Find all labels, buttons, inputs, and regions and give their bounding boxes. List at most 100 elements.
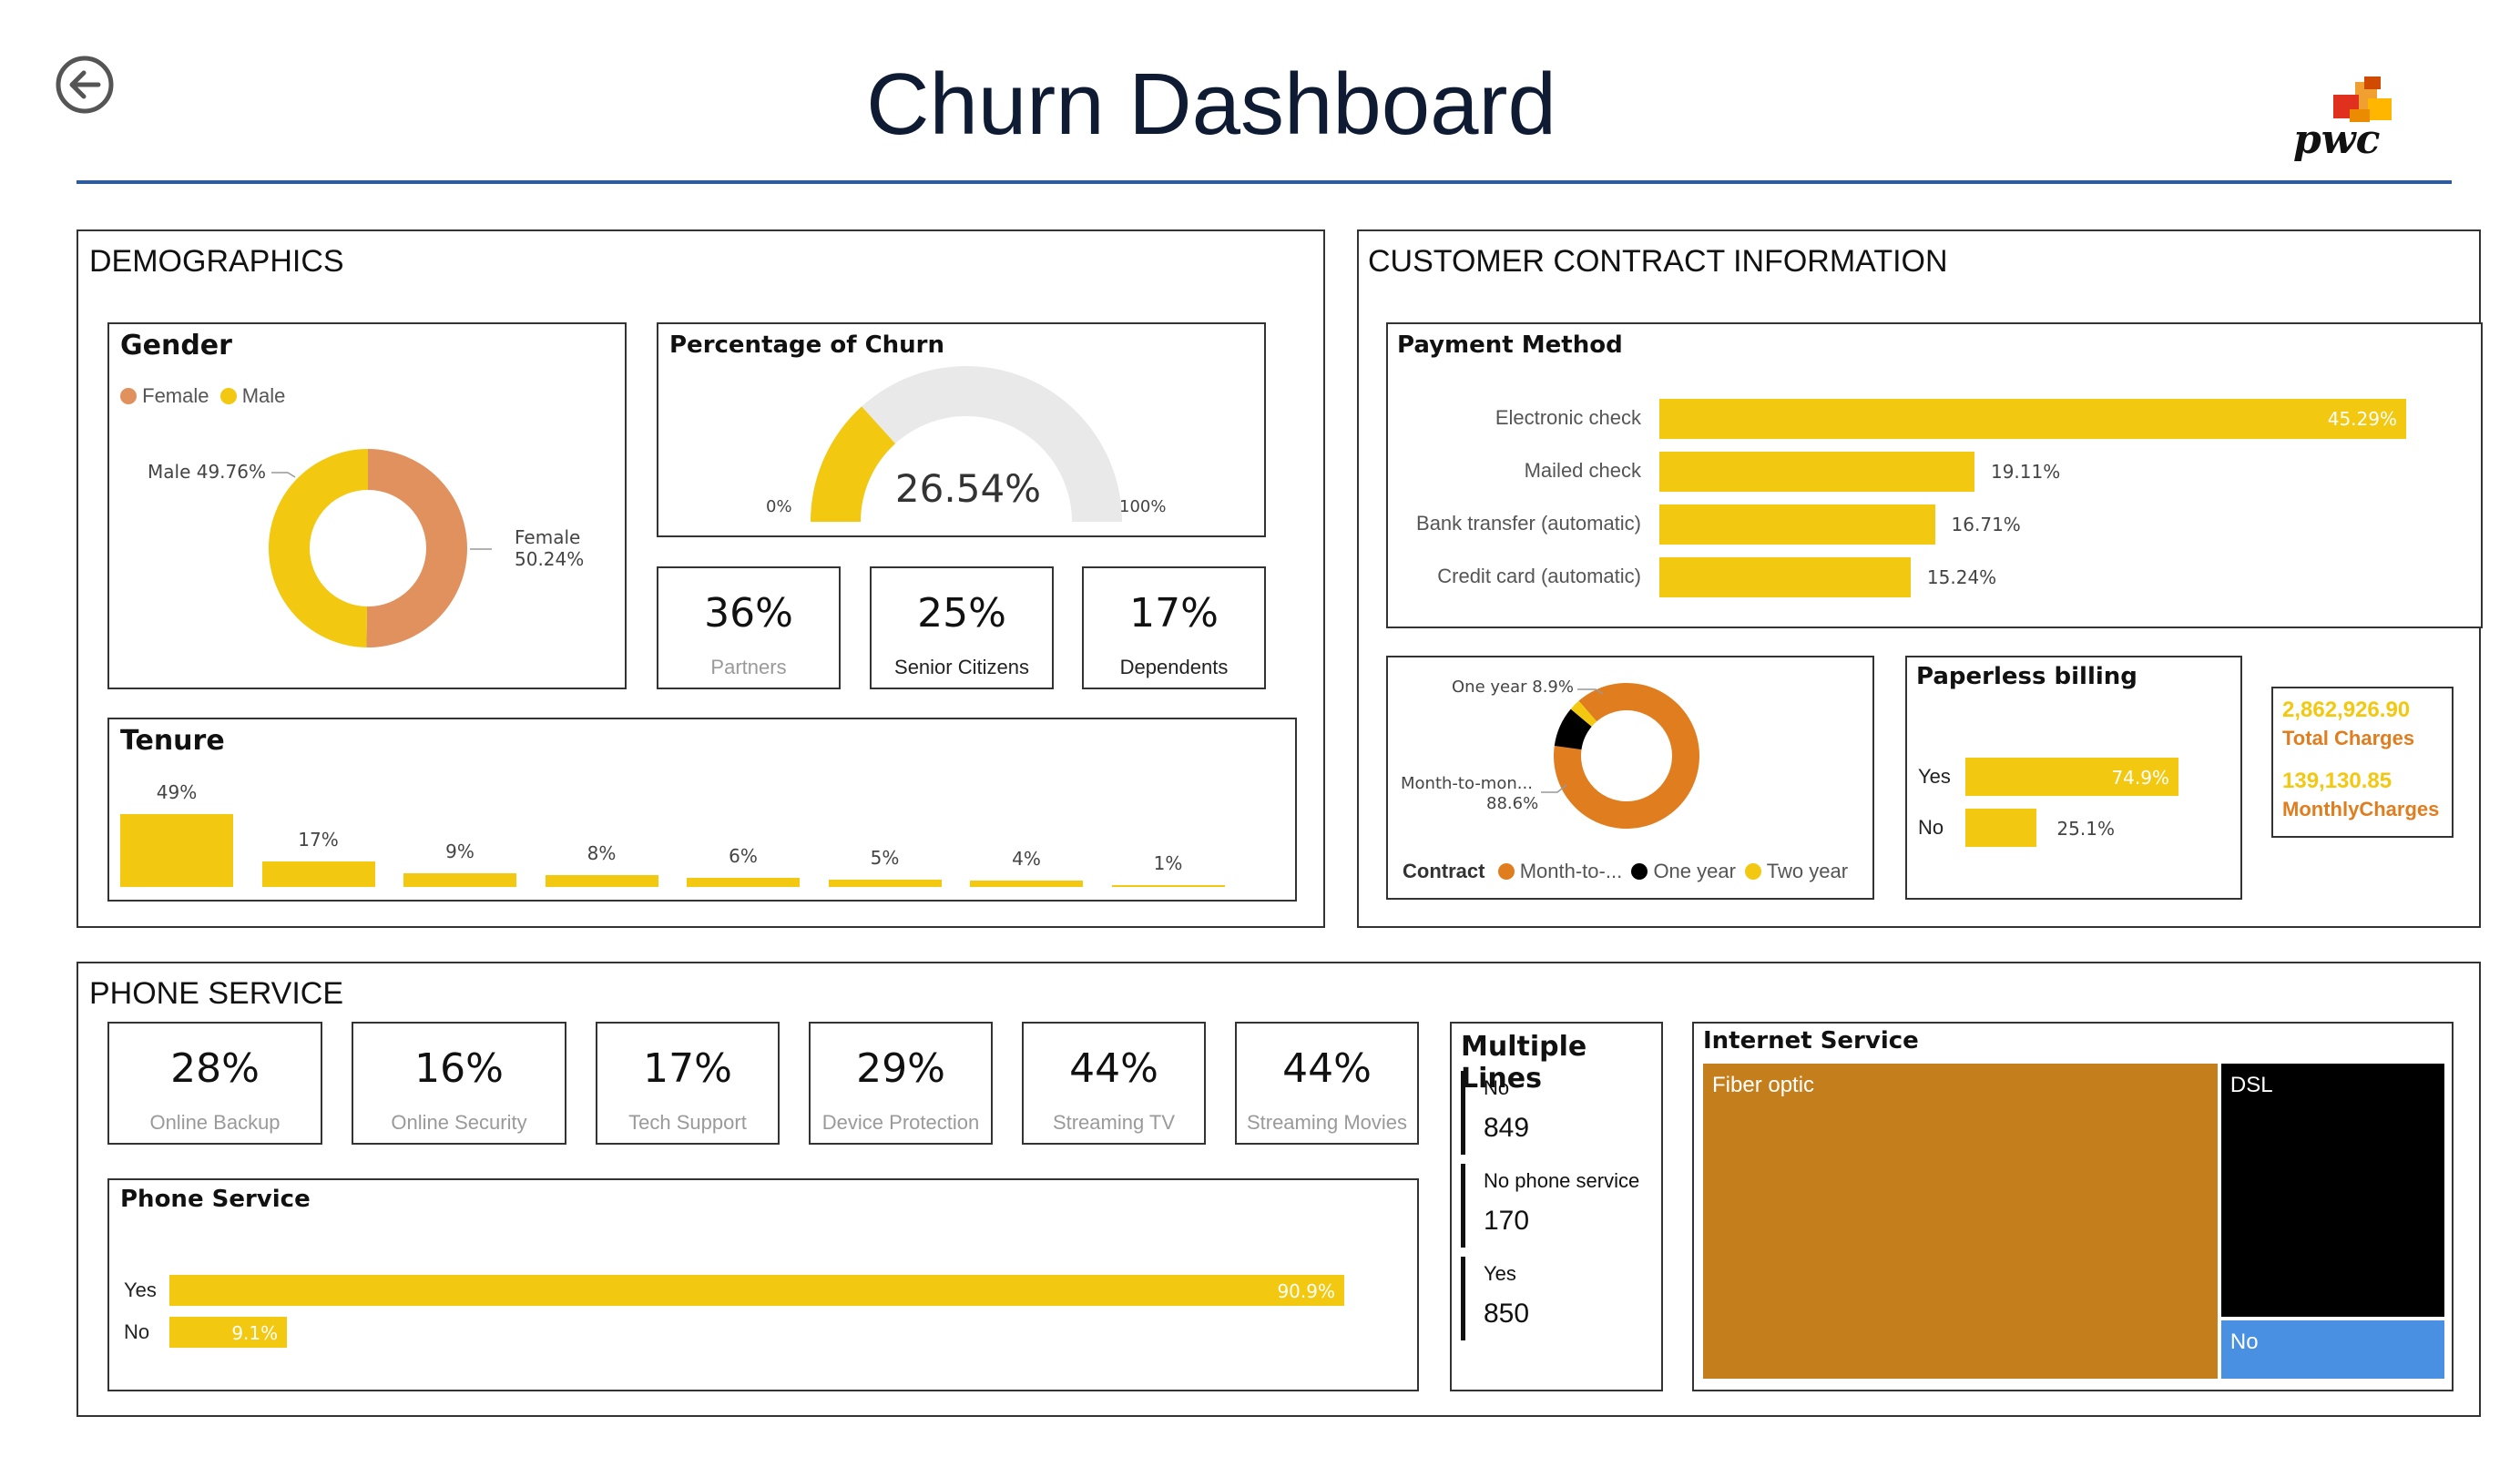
- tenure-bar-label: 5%: [870, 846, 900, 869]
- treemap-cell-no[interactable]: No: [2220, 1320, 2444, 1379]
- kpi-label: Partners: [710, 656, 787, 678]
- kpi-senior-citizens: 25% Senior Citizens: [870, 566, 1054, 689]
- legend-mtm: Month-to-...: [1519, 860, 1623, 882]
- phone-bar: [169, 1275, 1344, 1306]
- payment-bar: [1659, 557, 1911, 597]
- paperless-category-label: Yes: [1918, 765, 1951, 788]
- paperless-title: Paperless billing: [1916, 663, 2137, 690]
- tenure-bar: [828, 879, 942, 887]
- tenure-bar: [545, 874, 658, 887]
- tenure-bar-label: 17%: [298, 829, 339, 851]
- treemap-label: No: [2229, 1330, 2259, 1355]
- payment-method-card: Payment Method Electronic check 45.29% Mai…: [1386, 322, 2483, 628]
- kpi-value: 16%: [414, 1045, 504, 1092]
- tenure-bar: [1111, 885, 1225, 887]
- multiple-lines-card: Multiple Lines No 849 No phone service 1…: [1450, 1022, 1663, 1391]
- legend-one-year: One year: [1653, 860, 1736, 882]
- treemap-cell-fiber-optic[interactable]: Fiber optic: [1703, 1064, 2218, 1379]
- phone-service-card: Phone Service Yes 90.9% No 9.1%: [107, 1178, 1419, 1391]
- churn-gauge-title: Percentage of Churn: [669, 331, 944, 359]
- legend-male: Male: [241, 384, 286, 407]
- paperless-category-label: No: [1918, 816, 1944, 839]
- treemap-cell-dsl[interactable]: DSL: [2220, 1064, 2444, 1318]
- kpi-label: Device Protection: [821, 1111, 980, 1134]
- kpi-value: 44%: [1069, 1045, 1158, 1092]
- kpi-online-backup: 28% Online Backup: [107, 1022, 322, 1145]
- gender-card: Gender Female Male Male 49.76% Female 50…: [107, 322, 627, 689]
- churn-gauge-card: Percentage of Churn 26.54% 0% 100%: [657, 322, 1266, 537]
- legend-female: Female: [142, 384, 209, 407]
- legend-two-year: Two year: [1766, 860, 1849, 882]
- ml-item-no-phone: No phone service 170: [1461, 1164, 1652, 1248]
- tenure-bar: [120, 814, 233, 887]
- tenure-bar: [970, 881, 1083, 887]
- pwc-logo-text: pwc: [2293, 117, 2381, 163]
- ml-item-yes: Yes 850: [1461, 1257, 1643, 1340]
- kpi-value: 36%: [704, 590, 793, 637]
- phone-bar: [169, 1317, 288, 1348]
- legend-dot-male: [219, 388, 237, 404]
- payment-bar-label: 45.29%: [2327, 408, 2397, 430]
- kpi-value: 17%: [643, 1045, 732, 1092]
- phone-bar-label: 9.1%: [231, 1322, 279, 1344]
- contract-slice-0[interactable]: [1554, 683, 1699, 829]
- ml-value: 850: [1484, 1299, 1530, 1329]
- total-charges-label: Total Charges: [2282, 727, 2415, 749]
- contract-slice-2[interactable]: [1570, 700, 1597, 727]
- monthly-charges-label: MonthlyCharges: [2282, 798, 2440, 820]
- payment-bar-label: 16.71%: [1951, 514, 2021, 535]
- tenure-card: Tenure 49% 17% 9% 8% 6% 5% 4% 1%: [107, 718, 1297, 902]
- kpi-value: 25%: [917, 590, 1006, 637]
- page-title: Churn Dashboard: [866, 56, 1556, 153]
- gauge-value: 26.54%: [894, 466, 1042, 511]
- kpi-label: Senior Citizens: [894, 656, 1029, 678]
- gauge-max: 100%: [1119, 497, 1167, 516]
- kpi-device-protection: 29% Device Protection: [809, 1022, 993, 1145]
- kpi-value: 44%: [1282, 1045, 1372, 1092]
- gender-donut: [268, 449, 492, 647]
- payment-bar-label: 19.11%: [1990, 461, 2061, 483]
- legend-title: Contract: [1403, 860, 1485, 882]
- paperless-bar-label: 74.9%: [2111, 767, 2169, 789]
- one-year-data-label: One year 8.9%: [1452, 678, 1574, 697]
- paperless-bar-label: 25.1%: [2056, 818, 2115, 840]
- gender-slice-male[interactable]: [268, 449, 368, 647]
- charges-card: 2,862,926.90 Total Charges 139,130.85 Mo…: [2271, 687, 2454, 838]
- legend-dot-female: [120, 388, 137, 404]
- phone-panel: PHONE SERVICE 28% Online Backup 16% Onli…: [77, 962, 2481, 1417]
- ml-label: Yes: [1484, 1262, 1516, 1285]
- total-charges-value: 2,862,926.90: [2282, 698, 2411, 722]
- legend-dot-mtm: [1497, 863, 1515, 880]
- payment-category-label: Electronic check: [1495, 406, 1641, 429]
- contract-card: One year 8.9% Month-to-mon... 88.6% Cont…: [1386, 656, 1874, 900]
- kpi-label: Streaming TV: [1052, 1111, 1176, 1134]
- tenure-bar-label: 8%: [587, 841, 617, 864]
- legend-dot-two-year: [1745, 863, 1762, 880]
- phone-category-label: Yes: [124, 1279, 157, 1301]
- male-data-label: Male 49.76%: [148, 461, 266, 483]
- kpi-partners: 36% Partners: [657, 566, 841, 689]
- kpi-label: Dependents: [1119, 656, 1229, 678]
- phone-category-label: No: [124, 1320, 150, 1343]
- kpi-online-security: 16% Online Security: [352, 1022, 566, 1145]
- gender-slice-female[interactable]: [366, 449, 467, 647]
- back-arrow-icon[interactable]: [53, 53, 117, 117]
- kpi-streaming-tv: 44% Streaming TV: [1022, 1022, 1206, 1145]
- tenure-bar: [261, 861, 375, 887]
- treemap-label: Fiber optic: [1712, 1073, 1815, 1097]
- contract-slice-1[interactable]: [1554, 708, 1592, 750]
- demographics-panel: DEMOGRAPHICS Gender Female Male Male 49.…: [77, 229, 1325, 928]
- payment-bar: [1659, 452, 1974, 492]
- mtm-data-label-name: Month-to-mon...: [1401, 774, 1533, 793]
- tenure-bar: [403, 873, 516, 887]
- payment-bar-label: 15.24%: [1926, 566, 1997, 588]
- gauge-track: [811, 366, 1122, 522]
- kpi-value: 29%: [856, 1045, 945, 1092]
- churn-gauge: [811, 366, 1122, 522]
- ml-value: 170: [1484, 1206, 1530, 1236]
- internet-service-title: Internet Service: [1703, 1027, 1919, 1055]
- header-rule: [77, 180, 2452, 184]
- tenure-bar-label: 49%: [156, 781, 198, 803]
- paperless-bar: [1965, 758, 2178, 796]
- phone-bar-label: 90.9%: [1277, 1280, 1335, 1302]
